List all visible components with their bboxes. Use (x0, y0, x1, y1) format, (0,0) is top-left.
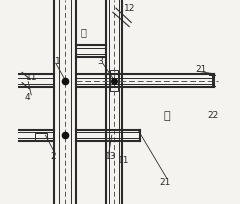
Text: 21: 21 (195, 65, 206, 74)
Text: 米: 米 (80, 28, 86, 38)
Bar (110, 70, 118, 91)
Text: 1: 1 (55, 57, 61, 66)
Text: 13: 13 (105, 152, 117, 161)
Text: 12: 12 (124, 4, 135, 13)
Text: 22: 22 (207, 111, 218, 120)
Text: 3: 3 (98, 57, 103, 66)
Text: 米: 米 (164, 111, 170, 121)
Bar (35, 133, 47, 140)
Text: 11: 11 (25, 73, 37, 82)
Text: 21: 21 (159, 178, 171, 187)
Text: 2: 2 (50, 152, 55, 161)
Text: 4: 4 (24, 93, 30, 102)
Text: 11: 11 (118, 156, 130, 165)
